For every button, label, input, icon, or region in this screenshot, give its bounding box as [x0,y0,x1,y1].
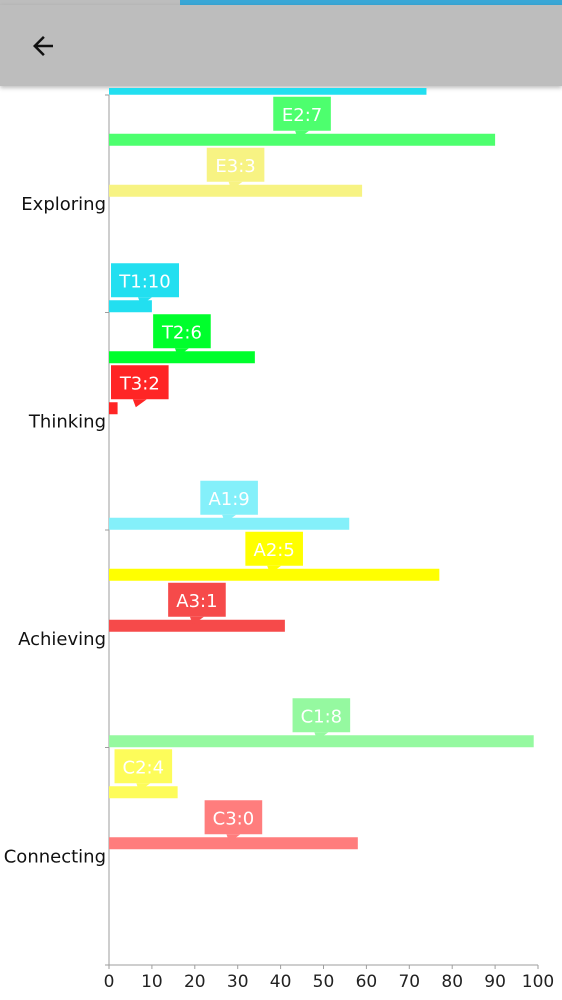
bar-label-bubble [200,480,258,515]
x-tick-label: 60 [356,972,378,992]
bar-data-label: A1:9 [208,489,249,510]
x-tick-label: 100 [522,972,554,992]
bar-label-bubble [245,531,303,566]
category-label: Thinking [28,411,106,432]
bar-label-bubble [114,749,173,784]
x-tick-label: 90 [484,972,506,992]
bar [109,184,363,197]
bar [109,517,350,530]
bar-label-bubble [111,263,179,298]
x-tick-label: 0 [104,972,115,992]
bar [109,568,440,581]
bar-label-pointer [189,616,204,625]
bar [109,133,496,146]
bar-data-label: T2:6 [161,322,202,343]
bar-label-bubble [111,365,169,400]
bar-label-bubble [204,800,263,835]
status-bar-accent [180,0,562,5]
x-tick-label: 40 [270,972,292,992]
category-label: Achieving [18,629,106,650]
bar-label-pointer [226,834,241,843]
bar-data-label: A2:5 [254,540,295,561]
bar-label-bubble [206,147,265,182]
bar-label-bubble [153,314,211,349]
x-tick-label: 10 [141,972,163,992]
x-tick-label: 80 [441,972,463,992]
bar-label-pointer [228,181,243,190]
bar-label-bubble [168,582,226,617]
status-bar [0,0,562,5]
bar-data-label: C3:0 [213,808,255,829]
bar-data-label: C2:4 [123,757,165,778]
bar-data-label: C1:8 [301,706,343,727]
bar [109,300,152,313]
bar-data-label: T3:2 [119,373,160,394]
x-tick-label: 20 [184,972,206,992]
bar-label-bubble [273,96,331,131]
bar-data-label: E2:7 [282,105,322,126]
bar-label-pointer [136,783,151,792]
bar-chart: 0 10 20 30 40 50 60 70 80 90 100 Exploring Thinking A… [4,88,554,992]
bar-data-label: A3:1 [176,591,217,612]
back-button[interactable] [20,23,66,69]
bar-label-pointer [174,348,189,357]
bar [109,735,534,748]
bar [109,351,255,364]
bar-label-bubble [292,698,351,733]
bar-label-pointer [295,130,310,139]
x-tick-label: 70 [398,972,420,992]
x-tick-label: 50 [313,972,335,992]
category-label: Exploring [21,194,106,215]
bar-label-pointer [132,399,147,408]
bar-data-label: E3:3 [215,156,255,177]
bar [109,88,427,95]
category-label: Connecting [4,846,106,867]
bar-label-pointer [314,732,329,741]
bar [109,786,178,799]
bar [109,402,118,415]
bar [109,619,285,632]
app-bar [0,5,562,86]
arrow-back-icon [33,36,53,56]
bar-label-pointer [138,297,152,306]
x-tick-label: 30 [227,972,249,992]
bar-data-label: T1:10 [118,271,170,292]
bar-label-pointer [222,514,237,523]
bar [109,837,358,850]
bar-label-pointer [267,565,282,574]
